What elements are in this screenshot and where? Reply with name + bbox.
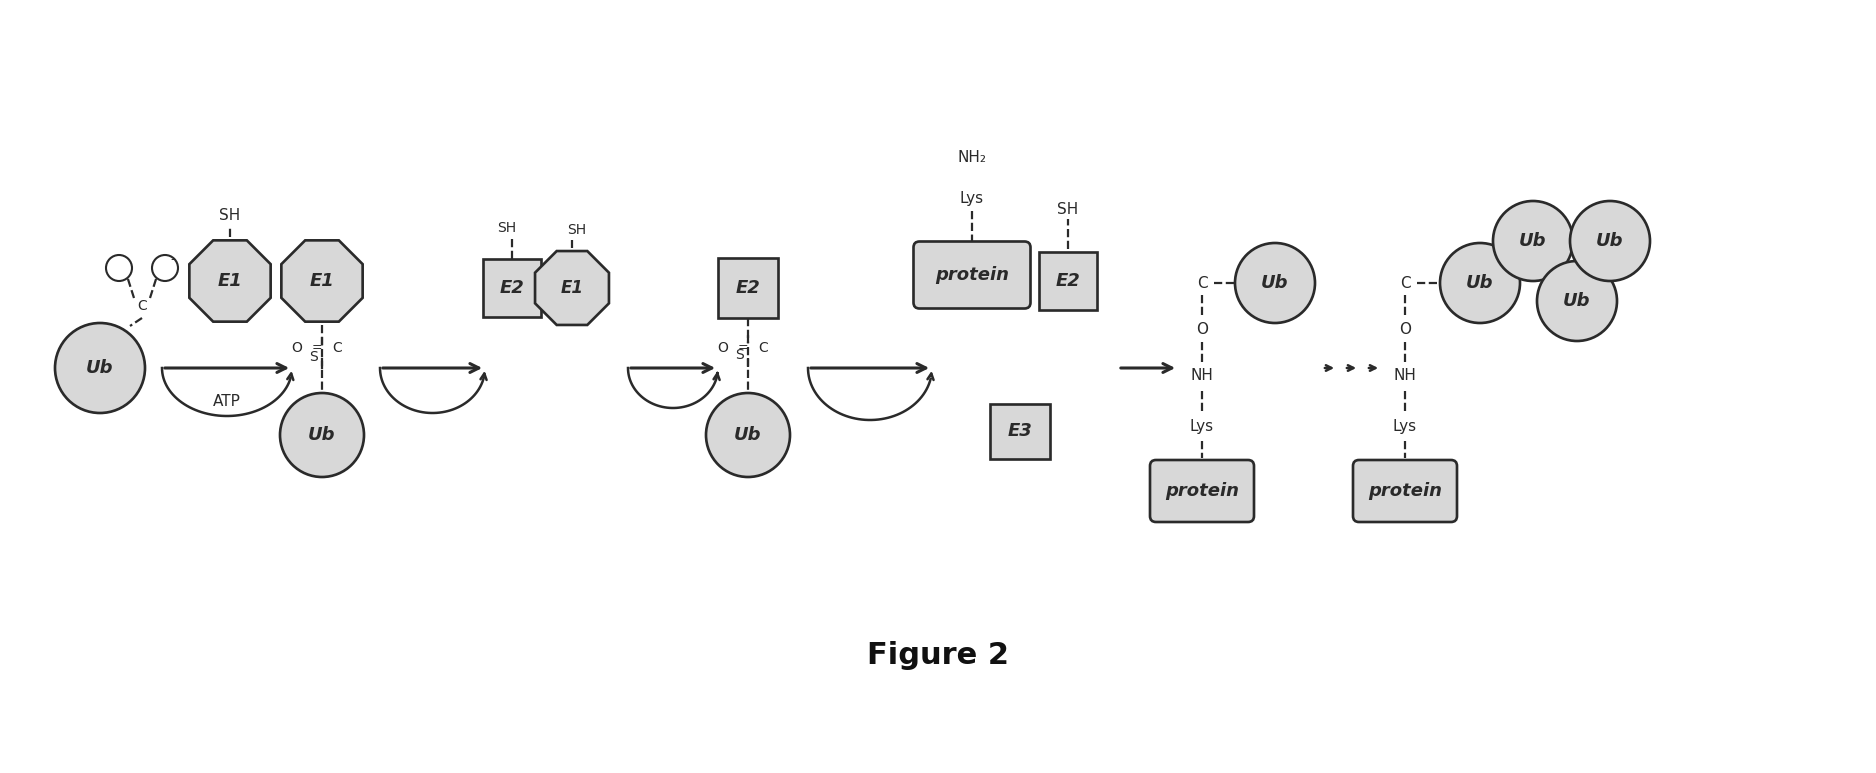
Text: E3: E3: [1007, 422, 1032, 440]
Circle shape: [1441, 243, 1520, 323]
FancyBboxPatch shape: [719, 258, 779, 318]
Text: SH: SH: [567, 223, 587, 237]
Text: E1: E1: [561, 279, 583, 297]
Text: S: S: [735, 348, 745, 362]
Text: O: O: [717, 341, 728, 355]
Text: -: -: [171, 254, 174, 267]
Text: Ub: Ub: [86, 359, 114, 377]
FancyBboxPatch shape: [914, 241, 1030, 308]
Text: O: O: [1197, 322, 1208, 338]
Text: ATP: ATP: [214, 393, 240, 408]
Text: Ub: Ub: [1261, 274, 1289, 292]
Text: SH: SH: [219, 209, 240, 223]
FancyBboxPatch shape: [482, 259, 540, 317]
Text: E2: E2: [735, 279, 760, 297]
Text: C: C: [1197, 275, 1208, 291]
Text: C: C: [758, 341, 767, 355]
Text: Ub: Ub: [1563, 292, 1591, 310]
Text: NH₂: NH₂: [957, 151, 987, 165]
Text: =: =: [311, 342, 323, 355]
Text: Figure 2: Figure 2: [867, 641, 1009, 669]
Text: C: C: [1399, 275, 1411, 291]
Circle shape: [54, 323, 144, 413]
FancyBboxPatch shape: [1039, 252, 1097, 310]
Polygon shape: [535, 251, 610, 325]
Text: Ub: Ub: [734, 426, 762, 444]
Text: protein: protein: [1368, 482, 1443, 500]
FancyBboxPatch shape: [991, 404, 1051, 458]
Polygon shape: [189, 240, 270, 322]
Circle shape: [1234, 243, 1315, 323]
Text: E2: E2: [1056, 272, 1081, 290]
Circle shape: [1536, 261, 1617, 341]
Circle shape: [152, 255, 178, 281]
Circle shape: [107, 255, 131, 281]
Circle shape: [705, 393, 790, 477]
Polygon shape: [281, 240, 362, 322]
Text: Ub: Ub: [308, 426, 336, 444]
Text: Ub: Ub: [1596, 232, 1625, 250]
Text: O: O: [1399, 322, 1411, 338]
Circle shape: [280, 393, 364, 477]
FancyBboxPatch shape: [1150, 460, 1253, 522]
Text: E2: E2: [499, 279, 525, 297]
Text: protein: protein: [1165, 482, 1238, 500]
Text: NH: NH: [1191, 369, 1214, 383]
Text: Ub: Ub: [1467, 274, 1493, 292]
Text: O: O: [291, 341, 302, 355]
Text: C: C: [332, 341, 341, 355]
Circle shape: [1493, 201, 1572, 281]
Circle shape: [1570, 201, 1651, 281]
Text: Lys: Lys: [961, 190, 985, 206]
Text: =: =: [737, 342, 749, 355]
Text: SH: SH: [497, 221, 516, 235]
Text: protein: protein: [934, 266, 1009, 284]
Text: Lys: Lys: [1394, 418, 1416, 434]
Text: NH: NH: [1394, 369, 1416, 383]
Text: SH: SH: [1058, 202, 1079, 216]
Text: E1: E1: [218, 272, 242, 290]
Text: Ub: Ub: [1520, 232, 1546, 250]
Text: Lys: Lys: [1189, 418, 1214, 434]
Text: S: S: [310, 350, 319, 364]
Text: C: C: [137, 299, 146, 313]
Text: E1: E1: [310, 272, 334, 290]
FancyBboxPatch shape: [1353, 460, 1458, 522]
